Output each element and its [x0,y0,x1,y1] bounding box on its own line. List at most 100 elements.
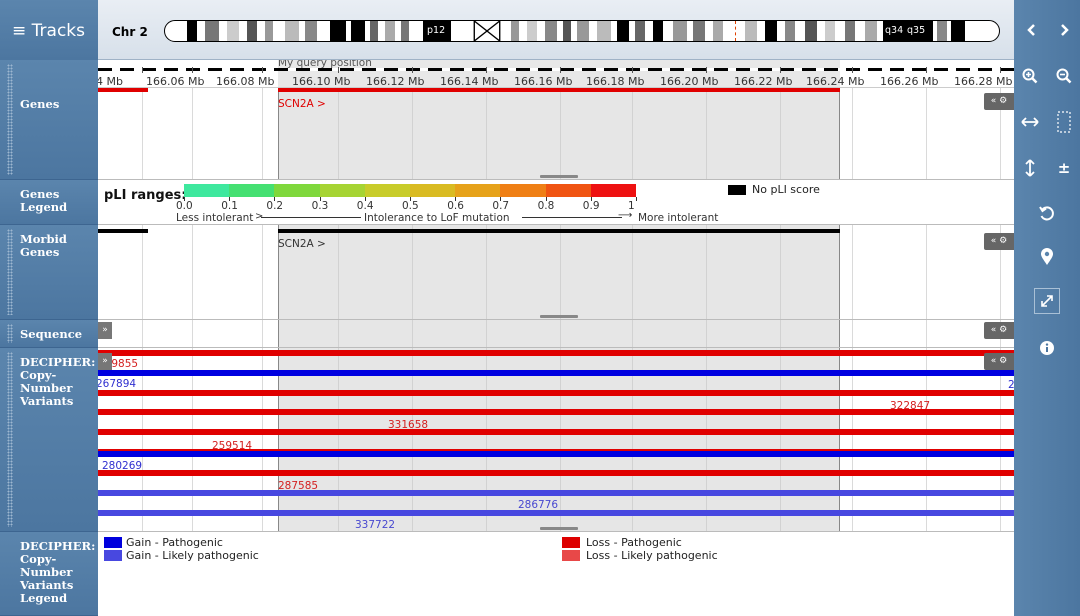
pli-tick [500,197,502,201]
gridline [262,348,263,531]
pli-tick [590,197,592,201]
pli-value-label: 0.1 [221,200,238,212]
expand-track-button[interactable]: » [98,322,112,339]
cnv-label[interactable]: 331658 [388,419,429,431]
track-label-decipher-cnv[interactable]: DECIPHER: Copy-Number Variants [0,348,98,532]
cnv-label[interactable]: 322847 [890,400,931,412]
loss-likely-swatch [562,550,580,561]
cnv-bar[interactable] [98,470,1014,476]
gridline [142,88,143,179]
resize-handle[interactable] [540,527,578,530]
drag-grip-icon[interactable] [7,229,13,315]
cnv-bar[interactable] [98,390,1014,396]
gridline [706,88,707,179]
cnv-label[interactable]: 267894 [98,378,137,390]
chevron-right-icon[interactable] [1048,14,1080,46]
ruler-tick [486,67,487,73]
ruler-tick [142,67,143,73]
gene-label-scn2a[interactable]: SCN2A > [278,98,326,110]
resize-handle[interactable] [540,315,578,318]
ruler-tick [192,67,193,73]
pli-value-label: 0.8 [537,200,555,212]
plus-minus-icon[interactable]: ± [1057,159,1071,177]
chromosome-ideogram[interactable]: p12 q34 q35 [164,20,1000,42]
cnv-bar[interactable] [98,370,1014,376]
cnv-label[interactable]: 287585 [278,480,319,492]
gridline [262,88,263,179]
cnv-bar[interactable] [98,490,1014,496]
track-settings-button[interactable]: « ⚙ [984,233,1014,250]
pli-tick [184,197,185,201]
ruler-tick-label: 166.06 Mb [146,75,205,88]
pli-tick [229,197,231,201]
reset-icon[interactable] [1031,198,1063,230]
morbid-gene-label-scn2a[interactable]: SCN2A > [278,238,326,250]
tracks-menu-button[interactable]: ≡ Tracks [0,0,98,60]
cnv-bar[interactable] [98,350,1014,356]
pli-segment [229,184,275,197]
track-label-genes[interactable]: Genes [0,60,98,180]
loss-pathogenic-label: Loss - Pathogenic [586,536,682,549]
gridline [560,348,561,531]
pli-tick [636,197,637,201]
band-q35-label: q35 [907,25,926,36]
gridline [560,88,561,179]
gridline [192,348,193,531]
cnv-label[interactable]: 259514 [212,440,253,452]
pli-segment [364,184,411,197]
zoom-out-icon[interactable] [1048,60,1080,92]
marker-icon[interactable] [1031,241,1063,273]
drag-horizontal-icon[interactable] [1014,106,1046,138]
drag-vertical-icon[interactable] [1014,152,1046,184]
track-label-sequence[interactable]: Sequence [0,320,98,348]
gridline [142,348,143,531]
cnv-bar[interactable] [98,429,1014,435]
track-label-decipher-legend[interactable]: DECIPHER: Copy-Number Variants Legend [0,532,98,616]
morbid-genes-track[interactable]: SCN2A > « ⚙ [98,225,1014,320]
gridline [1000,225,1001,319]
track-label-genes-legend[interactable]: Genes Legend [0,180,98,225]
info-icon[interactable] [1031,332,1063,364]
genes-track[interactable]: SCN2A > « ⚙ [98,88,1014,180]
cnv-bar[interactable] [98,510,1014,516]
gridline [412,320,413,347]
ruler-tick [560,67,561,73]
cnv-label[interactable]: 286776 [518,499,559,511]
select-region-icon[interactable] [1048,106,1080,138]
chevron-left-icon[interactable] [1016,14,1048,46]
gridline [142,320,143,347]
decipher-cnv-track[interactable]: 289855 267894 322847 331658 259514 280269 2875… [98,348,1014,532]
cnv-label[interactable]: 337722 [355,519,396,531]
cnv-bar[interactable] [98,451,1014,457]
cnv-bar[interactable] [98,409,1014,415]
gridline [632,225,633,319]
pli-segment [319,184,366,197]
gene-bar[interactable] [98,88,148,92]
gridline [852,88,853,179]
track-settings-button[interactable]: « ⚙ [984,322,1014,339]
drag-grip-icon[interactable] [7,352,13,527]
fullscreen-icon[interactable] [1034,288,1060,314]
pli-segment [274,184,321,197]
track-label-morbid-genes[interactable]: Morbid Genes [0,225,98,320]
gridline [926,348,927,531]
ruler-tick-label: 166.22 Mb [734,75,793,88]
ruler-track[interactable]: My query position 4 Mb 166.06 Mb 166.08 Mb… [98,60,1014,88]
expand-track-button[interactable]: » [98,353,112,370]
drag-grip-icon[interactable] [7,64,13,175]
zoom-in-icon[interactable] [1014,60,1046,92]
track-settings-button[interactable]: « ⚙ [984,93,1014,110]
drag-grip-icon[interactable] [7,324,13,343]
gridline [262,225,263,319]
gene-bar-scn2a[interactable] [278,88,840,92]
ruler-tick-label: 166.08 Mb [216,75,275,88]
ruler-tick [262,67,263,73]
gene-bar-scn2a[interactable] [278,229,840,233]
sequence-track[interactable]: » « ⚙ [98,320,1014,348]
resize-handle[interactable] [540,175,578,178]
gene-bar[interactable] [98,229,148,233]
cnv-label[interactable]: 280269 [102,460,143,472]
cnv-label-overflow: 2 [1008,379,1014,391]
genes-legend: pLI ranges: 0.0 0.1 0.2 0.3 0.4 0.5 0.6 0.7 0.8 0… [98,180,1014,225]
track-settings-button[interactable]: « ⚙ [984,353,1014,370]
